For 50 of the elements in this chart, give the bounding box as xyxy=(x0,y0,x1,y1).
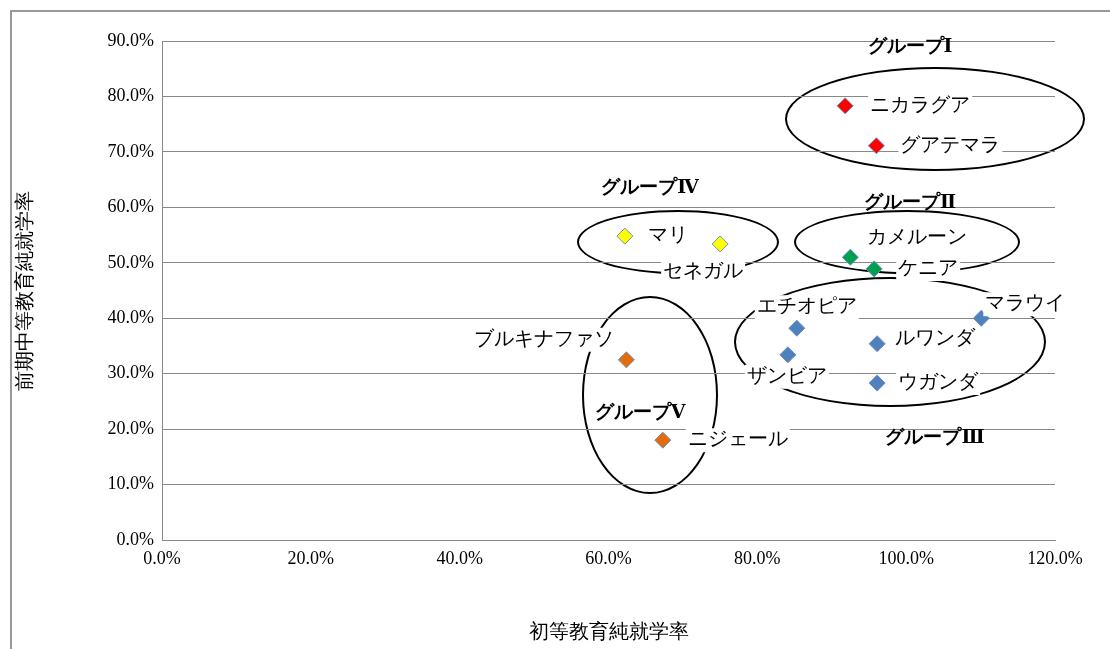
annotation: ザンビア xyxy=(746,364,827,387)
annotation: グループⅠ xyxy=(867,34,953,56)
y-tick-label: 30.0% xyxy=(107,362,154,383)
x-tick-label: 80.0% xyxy=(734,547,781,568)
annotation: グループⅡ xyxy=(863,190,957,212)
y-tick-label: 60.0% xyxy=(107,196,154,217)
x-tick-label: 100.0% xyxy=(878,547,934,568)
annotation: ケニア xyxy=(898,256,959,279)
point xyxy=(779,346,797,364)
annotation: グアテマラ xyxy=(900,133,1001,156)
point xyxy=(865,260,883,278)
y-tick-label: 90.0% xyxy=(107,29,154,50)
point xyxy=(788,319,806,337)
point xyxy=(868,374,886,392)
y-tick-label: 80.0% xyxy=(107,85,154,106)
annotation: セネガル xyxy=(663,259,744,282)
annotation: エチオピア xyxy=(756,294,857,317)
x-tick-label: 40.0% xyxy=(436,547,483,568)
point xyxy=(617,351,635,369)
x-tick-label: 0.0% xyxy=(143,547,181,568)
y-tick-label: 20.0% xyxy=(107,417,154,438)
annotation: ブルキナファソ xyxy=(474,327,615,350)
annotation: グループⅢ xyxy=(885,425,985,447)
x-tick-label: 60.0% xyxy=(585,547,632,568)
x-tick-label: 20.0% xyxy=(287,547,335,568)
y-tick-label: 70.0% xyxy=(107,140,154,161)
point xyxy=(972,309,990,327)
point xyxy=(654,431,672,449)
y-axis-title: 前期中等教育純就学率 xyxy=(13,190,36,391)
annotation: グループⅤ xyxy=(594,400,687,422)
annotation: ニジェール xyxy=(687,427,788,450)
y-tick-label: 10.0% xyxy=(107,473,154,494)
annotation: グループⅣ xyxy=(601,175,700,197)
point xyxy=(867,137,885,155)
point xyxy=(616,227,634,245)
point xyxy=(836,97,854,115)
point xyxy=(868,335,886,353)
x-axis-title: 初等教育純就学率 xyxy=(528,620,689,643)
point xyxy=(711,235,729,253)
y-tick-label: 0.0% xyxy=(116,528,154,549)
x-tick-label: 120.0% xyxy=(1027,547,1083,568)
point xyxy=(841,248,859,266)
annotation: ウガンダ xyxy=(898,370,980,393)
annotation: マリ xyxy=(647,223,688,246)
y-tick-label: 40.0% xyxy=(107,306,154,327)
annotation: カメルーン xyxy=(867,225,968,248)
annotation: ニカラグア xyxy=(870,93,971,116)
annotation: マラウイ xyxy=(985,291,1066,314)
annotation: ルワンダ xyxy=(895,325,977,348)
y-tick-label: 50.0% xyxy=(107,251,154,272)
